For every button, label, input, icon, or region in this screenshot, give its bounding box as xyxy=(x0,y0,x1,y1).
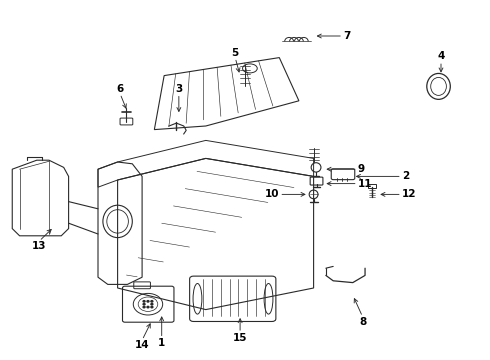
Circle shape xyxy=(143,301,145,302)
Text: 14: 14 xyxy=(135,340,149,350)
Text: 5: 5 xyxy=(232,48,239,58)
Text: 3: 3 xyxy=(175,84,182,94)
Circle shape xyxy=(143,306,145,308)
Text: 12: 12 xyxy=(402,189,416,199)
Text: 15: 15 xyxy=(233,333,247,343)
Text: 1: 1 xyxy=(158,338,165,348)
Circle shape xyxy=(143,303,145,305)
Circle shape xyxy=(151,306,153,308)
Text: 13: 13 xyxy=(32,241,47,251)
Circle shape xyxy=(151,303,153,305)
Circle shape xyxy=(147,301,149,302)
Circle shape xyxy=(147,306,149,308)
Text: 8: 8 xyxy=(359,317,366,327)
Text: 6: 6 xyxy=(117,84,123,94)
Text: 7: 7 xyxy=(343,31,350,41)
Text: 9: 9 xyxy=(358,164,365,174)
Text: 10: 10 xyxy=(265,189,279,199)
Circle shape xyxy=(151,301,153,302)
Text: 2: 2 xyxy=(402,171,409,181)
Text: 11: 11 xyxy=(358,179,372,189)
Text: 4: 4 xyxy=(437,51,445,61)
